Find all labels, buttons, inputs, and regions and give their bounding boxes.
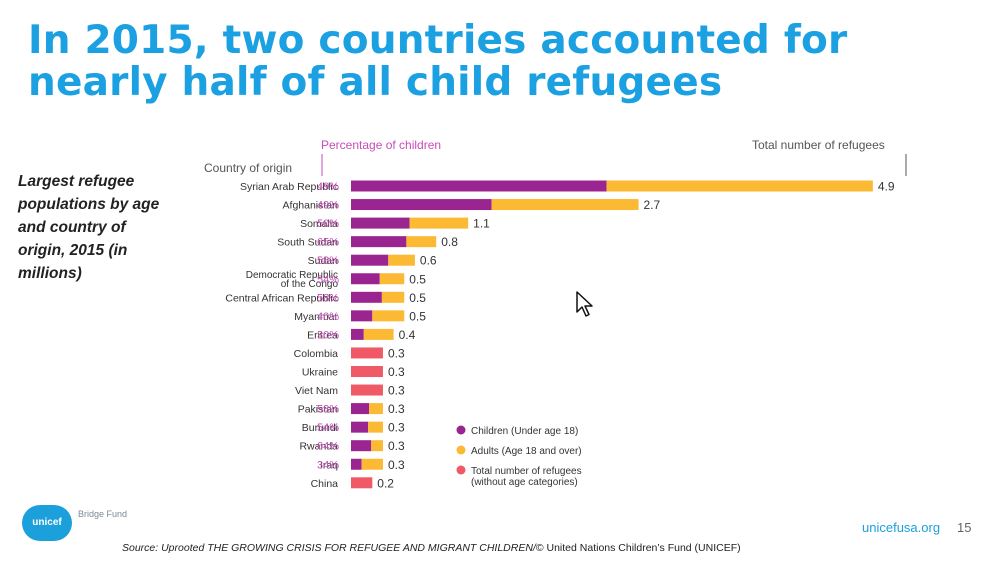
category-label: Eritrea <box>307 329 338 341</box>
total-value-label: 0.3 <box>388 458 405 472</box>
legend-label-children: Children (Under age 18) <box>471 426 578 437</box>
bar-children <box>351 440 372 452</box>
bar-adults <box>361 458 383 470</box>
bar-children <box>351 328 364 340</box>
source-citation: Source: Uprooted THE GROWING CRISIS FOR … <box>122 542 741 554</box>
category-label: Democratic Republic <box>246 270 338 281</box>
bar-adults <box>381 291 405 303</box>
legend-label-total: (without age categories) <box>471 477 578 488</box>
percent-children-label: 30% <box>317 329 339 341</box>
legend-swatch-total <box>456 465 466 475</box>
bar-adults <box>406 236 437 248</box>
category-label: Rwanda <box>299 441 338 453</box>
unicef-logo-subtitle: Bridge Fund <box>78 509 128 519</box>
category-label: Syrian Arab Republic <box>240 181 338 193</box>
total-value-label: 0.2 <box>377 476 394 490</box>
total-value-label: 2.7 <box>644 198 661 212</box>
bar-total <box>351 477 373 489</box>
bar-adults <box>491 199 639 211</box>
bar-total <box>351 366 383 377</box>
chart-caption: Largest refugee populations by age and c… <box>18 173 160 282</box>
bar-adults <box>371 440 383 452</box>
category-label: Iraq <box>320 459 338 471</box>
bar-total <box>351 347 383 359</box>
bar-children <box>351 273 380 285</box>
bar-adults <box>368 421 383 433</box>
total-value-label: 0.5 <box>409 291 426 305</box>
bar-children <box>351 180 607 192</box>
bar-children <box>351 199 492 211</box>
percent-children-label: 54% <box>317 274 339 286</box>
source-citation-italic: Source: Uprooted THE GROWING CRISIS FOR … <box>122 542 536 554</box>
percent-children-label: 65% <box>317 237 339 249</box>
total-value-label: 0.6 <box>420 254 437 268</box>
header-percentage-of-children: Percentage of children <box>321 138 441 152</box>
category-label: Ukraine <box>302 367 338 379</box>
total-value-label: 0.3 <box>388 402 405 416</box>
total-value-label: 0.3 <box>388 365 405 379</box>
category-label: Afghanistan <box>283 200 339 212</box>
category-label: Viet Nam <box>295 385 338 397</box>
bar-children <box>351 403 370 415</box>
unicef-logo-mark: unicef <box>22 505 72 541</box>
total-value-label: 0.5 <box>409 272 426 286</box>
percent-children-label: 49% <box>317 181 339 193</box>
legend-label-total: Total number of refugees <box>471 466 582 477</box>
footer-site-link[interactable]: unicefusa.org <box>862 520 941 535</box>
category-label: Burundi <box>302 422 338 434</box>
category-label: Colombia <box>294 348 339 360</box>
total-value-label: 0.8 <box>441 235 458 249</box>
percent-children-label: 49% <box>317 200 339 212</box>
percent-children-label: 64% <box>317 441 339 453</box>
mouse-cursor-icon <box>576 291 593 317</box>
total-value-label: 0.4 <box>399 328 416 342</box>
slide-title: In 2015, two countries accounted for nea… <box>28 18 848 105</box>
bar-children <box>351 236 407 248</box>
percent-children-label: 54% <box>317 422 339 434</box>
total-value-label: 0.5 <box>409 309 426 323</box>
category-label: of the Congo <box>281 279 339 290</box>
bar-children <box>351 421 369 433</box>
bar-adults <box>388 254 415 266</box>
category-label: China <box>311 478 339 490</box>
bar-children <box>351 458 362 470</box>
bar-children <box>351 254 389 266</box>
bar-total <box>351 384 383 396</box>
total-value-label: 1.1 <box>473 217 490 231</box>
bar-adults <box>363 328 394 340</box>
bar-adults <box>369 403 383 415</box>
legend-swatch-adults <box>456 445 466 455</box>
bar-adults <box>379 273 405 285</box>
category-label: Sudan <box>308 255 339 267</box>
total-value-label: 4.9 <box>878 180 895 194</box>
percent-children-label: 50% <box>317 218 339 230</box>
category-label: South Sudan <box>277 237 338 249</box>
bar-children <box>351 291 382 303</box>
total-value-label: 0.3 <box>388 439 405 453</box>
page-number: 15 <box>957 520 972 535</box>
total-value-label: 0.3 <box>388 384 405 398</box>
bar-children <box>351 217 410 229</box>
legend-swatch-children <box>456 425 466 435</box>
percent-children-label: 40% <box>317 311 339 323</box>
bar-adults <box>372 310 405 322</box>
bar-adults <box>409 217 469 229</box>
total-value-label: 0.3 <box>388 346 405 360</box>
percent-children-label: 58% <box>317 404 339 416</box>
source-citation-plain: © United Nations Children’s Fund (UNICEF… <box>535 542 741 554</box>
percent-children-label: 58% <box>317 255 339 267</box>
header-total-number-of-refugees: Total number of refugees <box>752 138 885 152</box>
category-label: Central African Republic <box>225 292 338 304</box>
category-label: Somalia <box>300 218 338 230</box>
percent-children-label: 58% <box>317 292 339 304</box>
category-label: Myanmar <box>294 311 338 323</box>
legend-label-adults: Adults (Age 18 and over) <box>471 446 582 457</box>
bar-adults <box>606 180 873 192</box>
percent-children-label: 34% <box>317 459 339 471</box>
bar-children <box>351 310 373 322</box>
category-label: Pakistan <box>298 404 338 416</box>
header-country-of-origin: Country of origin <box>204 161 292 175</box>
total-value-label: 0.3 <box>388 421 405 435</box>
